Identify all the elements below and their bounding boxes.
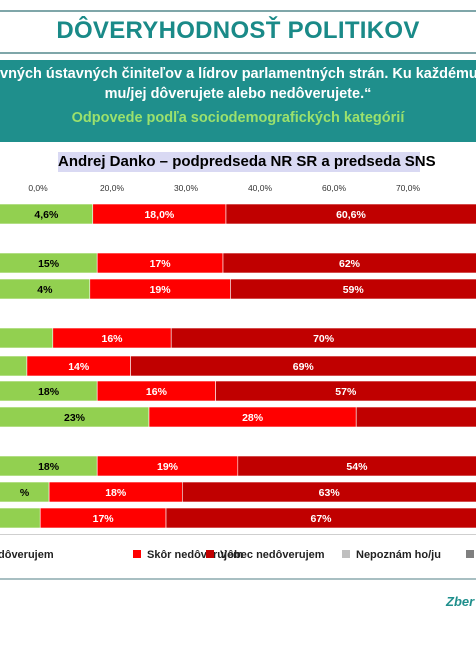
x-tick-label: 20,0% [100, 183, 125, 193]
bar-value-label: 18% [105, 487, 127, 499]
x-tick-label: 0,0% [28, 183, 48, 193]
legend-swatch [133, 550, 141, 558]
bar-value-label: 63% [319, 487, 341, 499]
bar-value-label: 62% [339, 258, 361, 270]
legend-item: Vôbec nedôverujem [206, 549, 325, 563]
bar-segment [130, 355, 476, 377]
bar-segment [237, 455, 476, 477]
bar-row: 16% 70% [0, 327, 476, 349]
page-title: DÔVERYHODNOSŤ POLITIKOV [56, 17, 420, 44]
legend-label: Vôbec nedôverujem [220, 549, 325, 561]
bar-value-label: 18% [38, 386, 60, 398]
bottom-divider [0, 578, 476, 580]
bar-value-label: 18% [38, 461, 60, 473]
bar-segment [0, 507, 41, 529]
bar-value-label: 16% [146, 386, 168, 398]
legend-item: Nepoznám ho/ju [342, 549, 441, 563]
bar-segment [222, 252, 476, 274]
bar-segment [182, 481, 476, 503]
bar-value-label: 54% [346, 461, 368, 473]
bar-value-label: 15% [38, 258, 60, 270]
stacked-bar-chart: 0,0% 20,0% 30,0% 40,0% 60,0% 70,0% 4,6% 18,0% 6… [0, 183, 476, 529]
question-subtitle: Odpovede podľa sociodemografických kateg… [71, 110, 405, 126]
legend-item [466, 549, 476, 563]
bar-value-label: 60,6% [336, 209, 366, 221]
bar-value-label: 17% [150, 258, 172, 270]
bar-value-label: 4,6% [34, 209, 59, 221]
bar-segment [170, 327, 476, 349]
bar-value-label: 70% [313, 333, 335, 345]
x-tick-label: 70,0% [396, 183, 421, 193]
bar-row: 17% 67% [0, 507, 476, 529]
legend-swatch [342, 550, 350, 558]
bar-rows: 4,6% 18,0% 60,6% 15% 17% 62% 4% 19% 59% 16% 70% 14%… [0, 203, 476, 529]
legend-divider [0, 534, 476, 535]
x-tick-label: 30,0% [174, 183, 199, 193]
legend-label: Skôr nedôverujem [147, 549, 243, 561]
bar-value-label: 18,0% [144, 209, 174, 221]
legend-label: dôverujem [0, 549, 54, 561]
chart-title: Andrej Danko – podpredseda NR SR a preds… [58, 152, 436, 172]
bar-segment [225, 203, 476, 225]
question-line-1: vných ústavných činiteľov a lídrov parla… [0, 66, 476, 82]
bar-segment [215, 380, 476, 402]
legend-label: Nepoznám ho/ju [356, 549, 441, 561]
bar-row: 23% 28% [0, 406, 476, 428]
legend-swatch [206, 550, 214, 558]
bar-row: 15% 17% 62% [0, 252, 476, 274]
bar-value-label: 16% [101, 333, 123, 345]
bar-row: 4,6% 18,0% 60,6% [0, 203, 476, 225]
bar-value-label: 57% [335, 386, 357, 398]
title-box [0, 10, 476, 54]
bar-value-label: 19% [150, 284, 172, 296]
bar-value-label: 19% [157, 461, 179, 473]
bar-row: 18% 19% 54% [0, 455, 476, 477]
bar-value-label: 69% [293, 361, 315, 373]
bar-value-label: 14% [68, 361, 90, 373]
x-tick-label: 60,0% [322, 183, 347, 193]
x-axis-ticks: 0,0% 20,0% 30,0% 40,0% 60,0% 70,0% [28, 183, 420, 193]
bar-value-label: 17% [93, 513, 115, 525]
bar-segment [355, 406, 476, 428]
bar-value-label: 59% [343, 284, 365, 296]
legend-item: Skôr nedôverujem [133, 549, 243, 563]
question-line-2: mu/jej dôverujete alebo nedôverujete.“ [104, 86, 372, 102]
bar-row: 14% 69% [0, 355, 476, 377]
bar-value-label: % [20, 487, 30, 499]
bar-value-label: 28% [242, 412, 264, 424]
source-note: Zber [446, 594, 475, 609]
bar-value-label: 23% [64, 412, 86, 424]
bar-value-label: 67% [311, 513, 333, 525]
bar-segment [230, 278, 476, 300]
legend-item: dôverujem [0, 549, 54, 563]
question-banner [0, 60, 476, 142]
bar-row: % 18% 63% [0, 481, 476, 503]
bar-segment [165, 507, 476, 529]
bar-row: 18% 16% 57% [0, 380, 476, 402]
bar-segment [0, 327, 54, 349]
bar-value-label: 4% [37, 284, 53, 296]
bar-row: 4% 19% 59% [0, 278, 476, 300]
legend-swatch [466, 550, 474, 558]
x-tick-label: 40,0% [248, 183, 273, 193]
bar-segment [0, 355, 28, 377]
